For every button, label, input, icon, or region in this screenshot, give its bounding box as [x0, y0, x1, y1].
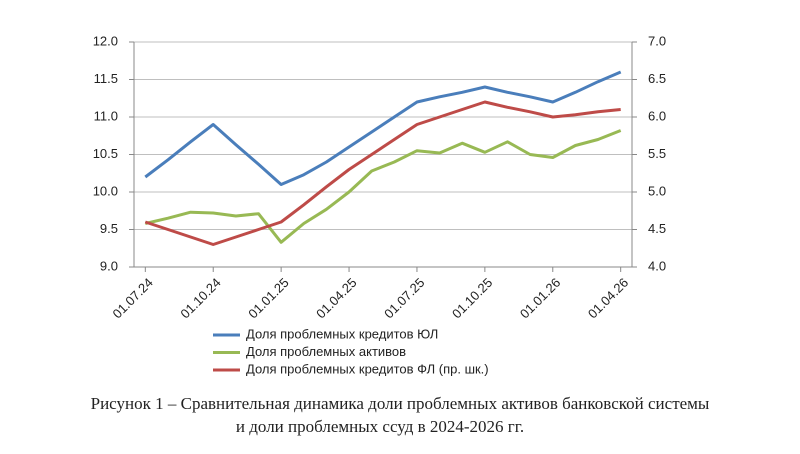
y2-tick-label: 4.0	[648, 258, 666, 273]
y-tick-label: 10.0	[93, 183, 118, 198]
series-line	[144, 129, 622, 244]
y-tick-label: 11.0	[94, 108, 118, 123]
series-line	[144, 100, 621, 246]
x-tick-label: 01.01.26	[517, 275, 563, 321]
y2-tick-label: 5.0	[648, 183, 666, 198]
y-tick-label: 12.0	[93, 33, 118, 48]
caption: и доли проблемных ссуд в 2024-2026 гг.	[236, 417, 524, 436]
y2-tick-label: 4.5	[648, 221, 666, 236]
x-tick-label: 01.07.24	[109, 275, 155, 321]
caption: Рисунок 1 – Сравнительная динамика доли …	[91, 394, 710, 413]
x-tick-label: 01.04.25	[313, 275, 359, 321]
x-tick-label: 01.10.25	[449, 275, 495, 321]
y-tick-label: 11.5	[94, 71, 118, 86]
x-tick-label: 01.01.25	[245, 275, 291, 321]
x-tick-label: 01.04.26	[585, 275, 631, 321]
y-tick-label: 9.5	[100, 221, 118, 236]
x-tick-label: 01.10.24	[177, 275, 223, 321]
y-tick-label: 9.0	[100, 258, 118, 273]
legend-label: Доля проблемных активов	[246, 344, 406, 359]
legend-label: Доля проблемных кредитов ФЛ (пр. шк.)	[246, 361, 489, 376]
y2-tick-label: 6.0	[648, 108, 666, 123]
legend-label: Доля проблемных кредитов ЮЛ	[246, 326, 438, 341]
y2-tick-label: 7.0	[648, 33, 666, 48]
series-line	[144, 70, 622, 186]
y-tick-label: 10.5	[93, 146, 118, 161]
y2-tick-label: 6.5	[648, 71, 666, 86]
x-tick-label: 01.07.25	[381, 275, 427, 321]
y2-tick-label: 5.5	[648, 146, 666, 161]
